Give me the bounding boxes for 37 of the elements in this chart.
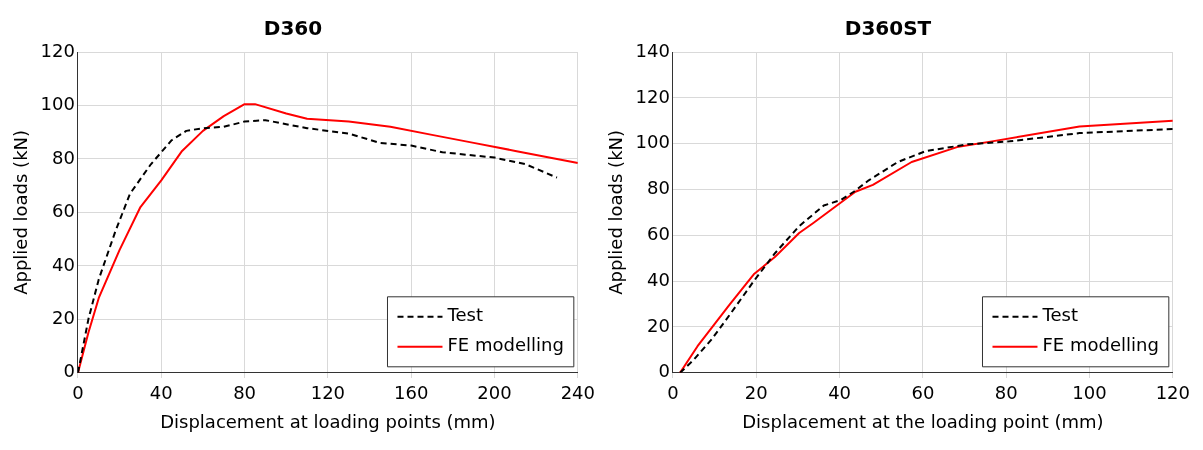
legend-label: FE modelling — [447, 334, 564, 356]
x-tick-label: 120 — [1155, 382, 1190, 404]
x-tick-label: 240 — [560, 382, 595, 404]
y-tick-label: 100 — [635, 131, 670, 153]
y-tick-label: 80 — [647, 177, 670, 199]
y-tick-label: 0 — [658, 360, 670, 382]
chart-title: D360 — [263, 16, 323, 41]
y-tick-label: 120 — [40, 39, 75, 61]
legend-label: Test — [446, 304, 483, 326]
y-tick-label: 20 — [52, 307, 75, 329]
y-axis-title: Applied loads (kN) — [10, 129, 32, 295]
y-tick-label: 0 — [63, 360, 75, 382]
y-axis-title: Applied loads (kN) — [605, 129, 627, 295]
y-tick-label: 60 — [52, 200, 75, 222]
x-tick-label: 40 — [149, 382, 173, 404]
x-tick-label: 20 — [744, 382, 768, 404]
y-tick-label: 40 — [52, 253, 75, 275]
x-axis-title: Displacement at the loading point (mm) — [742, 410, 1104, 432]
y-tick-label: 60 — [647, 222, 670, 244]
legend-label: FE modelling — [1042, 334, 1159, 356]
x-tick-label: 60 — [911, 382, 935, 404]
x-tick-label: 40 — [828, 382, 852, 404]
y-tick-label: 20 — [647, 314, 670, 336]
x-tick-label: 160 — [394, 382, 429, 404]
y-tick-label: 120 — [635, 85, 670, 107]
y-tick-label: 40 — [647, 268, 670, 290]
legend-label: Test — [1041, 304, 1078, 326]
x-tick-label: 80 — [233, 382, 257, 404]
x-tick-label: 120 — [310, 382, 346, 404]
y-tick-label: 100 — [40, 93, 75, 115]
x-tick-label: 80 — [994, 382, 1018, 404]
x-tick-label: 100 — [1072, 382, 1107, 404]
y-tick-label: 80 — [52, 146, 75, 168]
x-tick-label: 200 — [477, 382, 512, 404]
chart-title: D360ST — [844, 16, 932, 41]
y-tick-label: 140 — [635, 39, 670, 61]
x-axis-title: Displacement at loading points (mm) — [160, 410, 496, 432]
